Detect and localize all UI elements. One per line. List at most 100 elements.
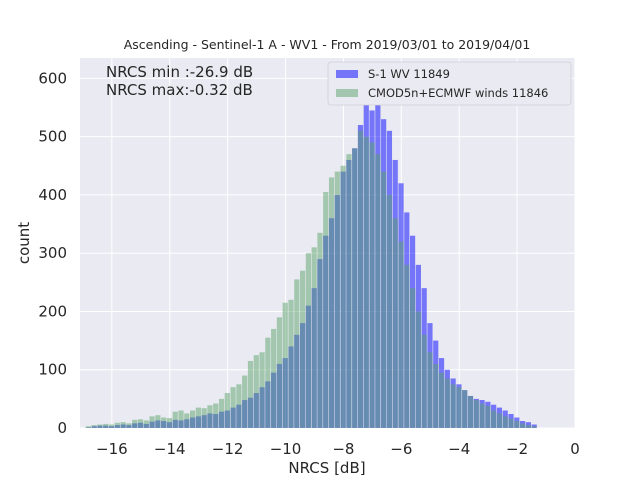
histogram-bar: [381, 171, 387, 428]
x-tick-label: −10: [270, 440, 302, 458]
x-tick-label: −14: [154, 440, 186, 458]
histogram-bar: [126, 423, 132, 428]
histogram-bar: [85, 426, 91, 428]
histogram-bar: [305, 253, 311, 428]
histogram-bar: [103, 423, 109, 428]
histogram-bar: [485, 405, 491, 428]
histogram-bar: [427, 352, 433, 428]
histogram-bar: [166, 418, 173, 428]
histogram-bar: [473, 400, 479, 428]
histogram-bar: [444, 378, 450, 428]
histogram-bar: [276, 317, 283, 428]
histogram-bar: [328, 177, 335, 428]
histogram-bar: [91, 425, 97, 428]
histogram-bar: [386, 194, 393, 428]
histogram-bar: [120, 422, 126, 428]
histogram-bar: [288, 299, 294, 428]
histogram-bar: [178, 410, 184, 428]
legend: S-1 WV 11849 CMOD5n+ECMWF winds 11846: [327, 61, 572, 106]
histogram-bar: [230, 387, 236, 428]
histogram-bar: [195, 407, 201, 428]
x-axis-label: NRCS [dB]: [288, 459, 365, 477]
histogram-bar: [450, 384, 456, 428]
histogram-bar: [184, 413, 190, 428]
histogram-bar: [265, 337, 271, 428]
y-tick-label: 200: [38, 302, 67, 320]
histogram-bar: [514, 421, 520, 428]
histogram-bar: [97, 424, 103, 428]
histogram-bar: [467, 395, 474, 428]
y-tick-label: 400: [38, 186, 67, 204]
histogram-bar: [271, 328, 277, 428]
histogram-bar: [502, 416, 508, 428]
histogram-bar: [282, 302, 288, 428]
histogram-bar: [218, 398, 225, 428]
annotation-nrcs-max: NRCS max:-0.32 dB: [106, 81, 253, 99]
histogram-bar: [201, 408, 207, 428]
y-tick-label: 0: [57, 419, 67, 437]
annotation-nrcs-min: NRCS min :-26.9 dB: [106, 63, 253, 81]
histogram-bar: [531, 426, 537, 428]
legend-label-cmod: CMOD5n+ECMWF winds 11846: [368, 86, 548, 100]
x-tick-label: −8: [332, 440, 354, 458]
histogram-bar: [491, 410, 497, 428]
x-tick-label: −2: [506, 440, 528, 458]
histogram-bar: [496, 413, 503, 428]
y-tick-label: 600: [38, 69, 67, 87]
histogram-bar: [108, 424, 115, 428]
histogram-bar: [410, 288, 416, 428]
histogram-bar: [415, 311, 421, 428]
histogram-bar: [369, 142, 375, 428]
x-tick-label: 0: [570, 440, 580, 458]
histogram-bar: [352, 148, 358, 429]
histogram-bar: [438, 372, 445, 428]
histogram-bar: [531, 424, 537, 428]
histogram-bar: [340, 165, 346, 428]
histogram-bar: [207, 405, 213, 428]
histogram-bar: [392, 218, 398, 428]
chart-title: Ascending - Sentinel-1 A - WV1 - From 20…: [124, 37, 531, 52]
x-tick-label: −4: [448, 440, 470, 458]
histogram-bar: [137, 419, 144, 428]
x-tick-label: −6: [390, 440, 412, 458]
histogram-bar: [224, 393, 230, 428]
histogram-bar: [311, 247, 317, 428]
legend-swatch-cmod: [336, 89, 358, 97]
y-axis-label: count: [15, 222, 33, 264]
histogram-bars: [85, 78, 537, 429]
histogram-bar: [421, 334, 427, 428]
histogram-bar: [462, 390, 468, 428]
histogram-bar: [253, 355, 259, 428]
legend-box: [327, 61, 572, 106]
histogram-bar: [242, 375, 248, 428]
histogram-bar: [161, 417, 167, 428]
histogram-bar: [357, 130, 364, 428]
x-tick-label: −16: [96, 440, 128, 458]
histogram-bar: [190, 410, 196, 428]
histogram-bar: [525, 425, 531, 428]
histogram-bar: [334, 171, 340, 428]
histogram-bar: [213, 403, 219, 428]
histogram-bar: [456, 387, 462, 428]
histogram-bar: [259, 352, 265, 428]
legend-swatch-s1: [336, 70, 358, 78]
histogram-bar: [317, 232, 323, 428]
histogram-bar: [398, 241, 404, 428]
histogram-bar: [363, 136, 369, 428]
histogram-bar: [300, 270, 306, 428]
histogram-bar: [479, 403, 485, 428]
histogram-bar: [346, 154, 352, 429]
series-1-bars: [85, 130, 537, 429]
axis-ticks: −16 −14 −12 −10 −8 −6 −4 −2 0 0 100 200 300 400 500 600: [38, 69, 579, 458]
y-tick-label: 300: [38, 244, 67, 262]
histogram-bar: [114, 422, 120, 428]
histogram-bar: [149, 416, 155, 428]
histogram-bar: [375, 154, 381, 429]
histogram-bar: [508, 418, 514, 428]
histogram-bar: [172, 411, 178, 428]
histogram-bar: [433, 363, 439, 428]
y-tick-label: 500: [38, 128, 67, 146]
histogram-bar: [143, 420, 149, 428]
histogram-bar: [323, 192, 329, 428]
